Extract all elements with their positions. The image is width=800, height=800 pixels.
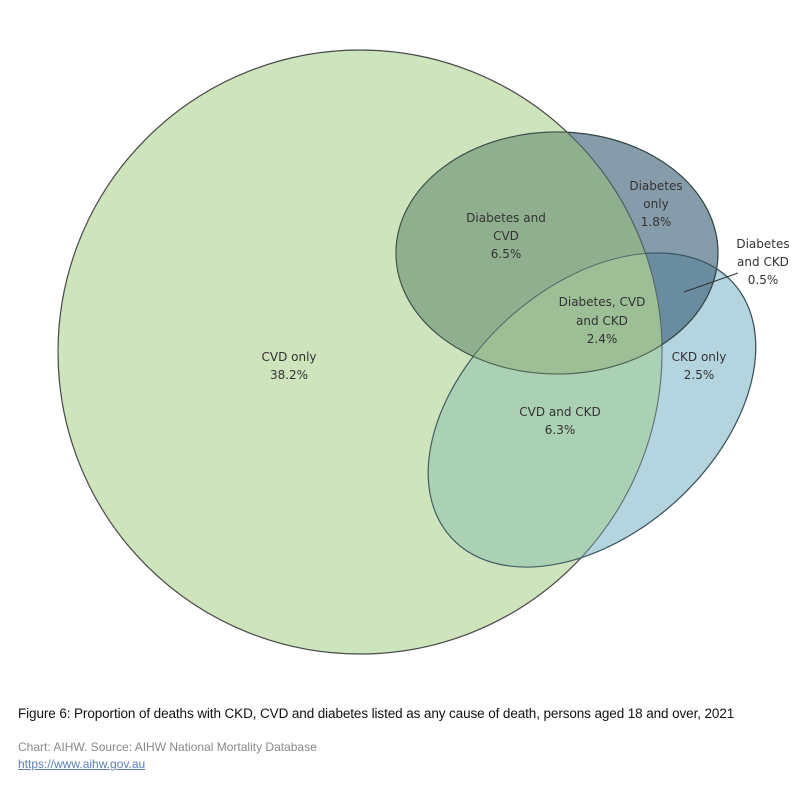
label-cvd-only: CVD only 38.2% (261, 350, 316, 382)
label-cvd-and-ckd: CVD and CKD 6.3% (519, 405, 601, 437)
label-ckd-only: CKD only 2.5% (672, 350, 727, 382)
svg-text:and CKD: and CKD (576, 314, 628, 328)
source-note: Chart: AIHW. Source: AIHW National Morta… (18, 740, 317, 754)
svg-text:and CKD: and CKD (737, 255, 789, 269)
figure-caption: Figure 6: Proportion of deaths with CKD,… (18, 706, 735, 721)
label-diabetes-and-cvd: Diabetes and CVD 6.5% (466, 211, 546, 261)
svg-text:6.5%: 6.5% (491, 247, 522, 261)
svg-text:2.5%: 2.5% (684, 368, 715, 382)
svg-text:38.2%: 38.2% (270, 368, 308, 382)
svg-text:CVD and CKD: CVD and CKD (519, 405, 601, 419)
svg-text:Diabetes: Diabetes (629, 179, 682, 193)
svg-text:CVD only: CVD only (261, 350, 316, 364)
label-diabetes-and-ckd: Diabetes and CKD 0.5% (736, 237, 789, 287)
venn-diagram: CVD only 38.2% Diabetes only 1.8% CKD on… (57, 49, 790, 655)
label-diabetes-only: Diabetes only 1.8% (629, 179, 682, 229)
svg-text:only: only (643, 197, 668, 211)
source-link[interactable]: https://www.aihw.gov.au (18, 757, 146, 771)
svg-text:1.8%: 1.8% (641, 215, 672, 229)
leader-line (683, 272, 739, 293)
svg-text:Diabetes and: Diabetes and (466, 211, 546, 225)
svg-text:2.4%: 2.4% (587, 332, 618, 346)
label-diabetes-cvd-ckd: Diabetes, CVD and CKD 2.4% (559, 295, 646, 346)
svg-text:CKD only: CKD only (672, 350, 727, 364)
svg-text:6.3%: 6.3% (545, 423, 576, 437)
svg-text:Diabetes: Diabetes (736, 237, 789, 251)
svg-text:Diabetes, CVD: Diabetes, CVD (559, 295, 646, 309)
svg-text:CVD: CVD (493, 229, 519, 243)
svg-text:0.5%: 0.5% (748, 273, 779, 287)
